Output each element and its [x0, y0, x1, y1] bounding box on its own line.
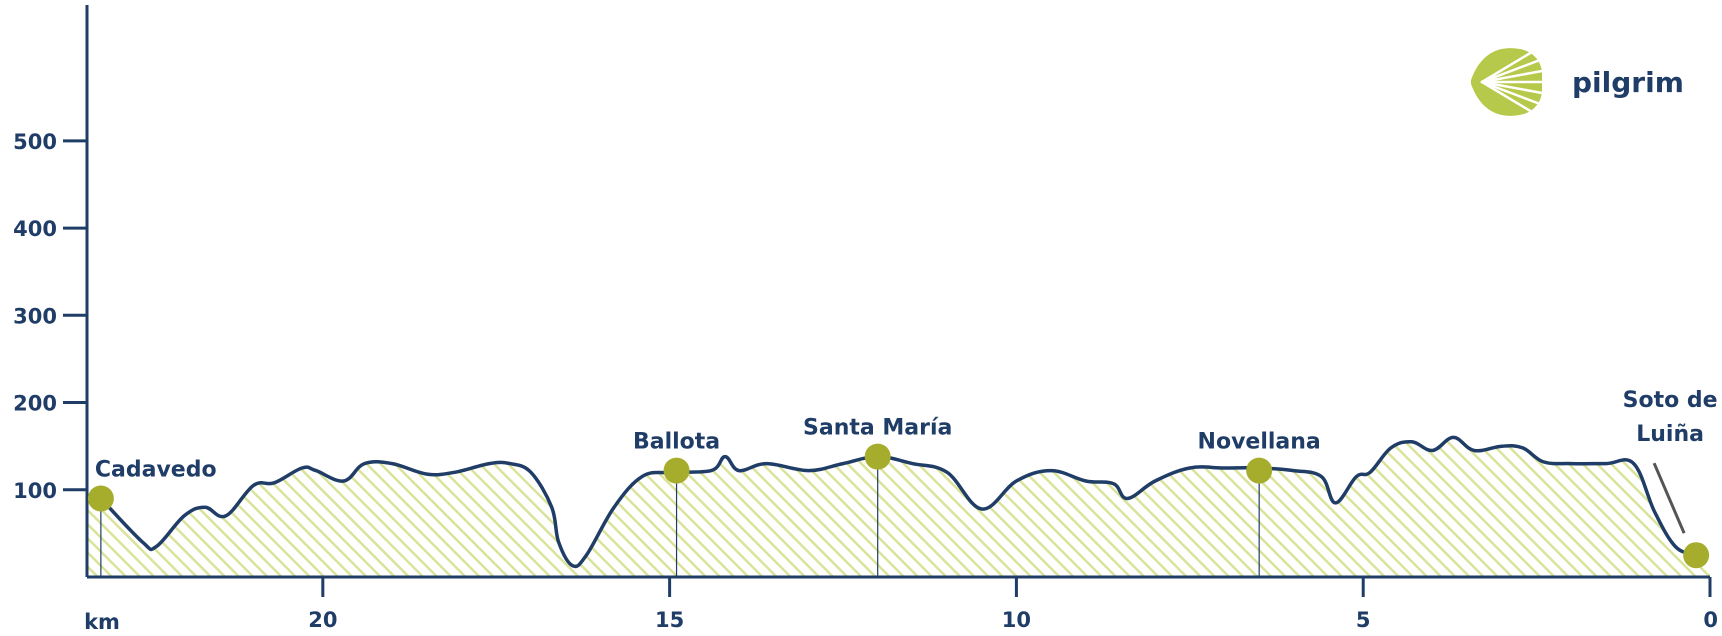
- y-tick-label: 100: [13, 479, 57, 503]
- town-marker-dot: [87, 485, 114, 512]
- y-tick-label: 500: [13, 130, 57, 154]
- x-ticks: 20 15 10 5 0: [308, 577, 1718, 632]
- town-label: Soto de: [1623, 388, 1718, 413]
- town-label-line2: Luiña: [1636, 422, 1704, 447]
- town-markers: Cadavedo Ballota Santa María Novellana Soto …: [87, 388, 1718, 569]
- town-marker-dot: [1246, 457, 1273, 484]
- marker-drop-lines: [100, 456, 1260, 577]
- elevation-area-layer: [87, 435, 1710, 577]
- town-marker-dot: [1683, 542, 1710, 569]
- town-marker-dot: [663, 457, 690, 484]
- x-tick-label: 10: [1002, 608, 1031, 632]
- town-label: Novellana: [1198, 430, 1321, 455]
- town-label: Santa María: [803, 416, 952, 441]
- scallop-shell-icon: [1471, 48, 1545, 116]
- y-tick-label: 200: [13, 392, 57, 416]
- x-tick-label: 5: [1356, 608, 1371, 632]
- pilgrim-logo: pilgrim: [1471, 48, 1684, 116]
- town-label: Cadavedo: [95, 457, 217, 482]
- y-ticks: 100 200 300 400 500: [13, 130, 87, 503]
- x-tick-label: 20: [308, 608, 337, 632]
- marker-leader-line: [1652, 462, 1686, 534]
- brand-name: pilgrim: [1572, 66, 1684, 99]
- x-tick-label: 15: [655, 608, 684, 632]
- x-tick-label: 0: [1703, 608, 1718, 632]
- x-axis-label: km: [84, 610, 120, 634]
- axes: [85, 5, 1710, 579]
- y-tick-label: 400: [13, 217, 57, 241]
- town-label: Ballota: [633, 430, 720, 455]
- y-tick-label: 300: [13, 304, 57, 328]
- town-marker-dot: [864, 443, 891, 470]
